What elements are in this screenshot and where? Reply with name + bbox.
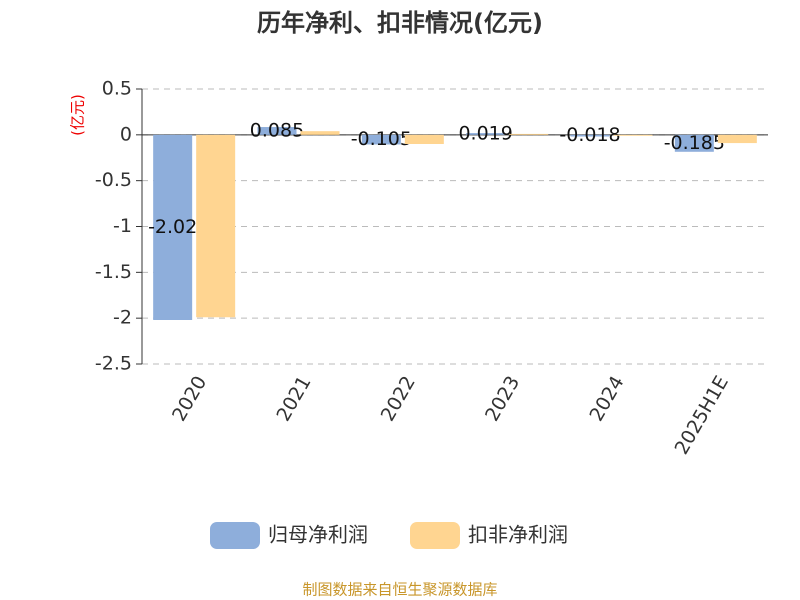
data-label: 0.019 [458, 122, 512, 144]
y-tick-label: -1 [113, 215, 132, 237]
bar [300, 131, 340, 135]
x-tick-label: 2024 [585, 372, 628, 425]
bar [717, 134, 757, 144]
bar [466, 133, 506, 135]
data-label: 0.085 [250, 119, 304, 141]
x-tick-label: 2022 [377, 372, 420, 425]
source-note: 制图数据来自恒生聚源数据库 [302, 581, 497, 599]
y-tick-label: -0.5 [95, 169, 132, 191]
x-tick-label: 2023 [481, 372, 524, 425]
y-tick-label: -1.5 [95, 261, 132, 283]
y-tick-label: -2 [113, 307, 132, 329]
x-tick-label: 2020 [168, 372, 211, 425]
bar [196, 134, 236, 318]
data-label: -0.185 [664, 132, 725, 154]
bar [153, 134, 193, 320]
bar [570, 134, 610, 137]
data-label: -0.105 [351, 128, 412, 150]
legend-swatch [410, 522, 460, 549]
x-tick-label: 2021 [272, 372, 315, 425]
y-tick-label: 0.5 [102, 78, 132, 100]
data-label: -2.02 [148, 216, 197, 238]
legend-swatch [210, 522, 260, 549]
legend-label: 归母净利润 [268, 523, 368, 547]
bar [674, 134, 714, 152]
bar [404, 134, 444, 144]
y-tick-label: -2.5 [95, 353, 132, 375]
x-tick-label: 2025H1E [671, 372, 733, 458]
chart-title: 历年净利、扣非情况(亿元) [257, 9, 543, 37]
legend-label: 扣非净利润 [468, 523, 568, 547]
bar [361, 134, 401, 145]
bar [509, 133, 549, 135]
bar [613, 134, 653, 136]
data-label: -0.018 [559, 124, 620, 146]
y-axis-label: (亿元) [69, 94, 87, 136]
y-tick-label: 0 [120, 123, 132, 145]
bar [257, 127, 297, 135]
